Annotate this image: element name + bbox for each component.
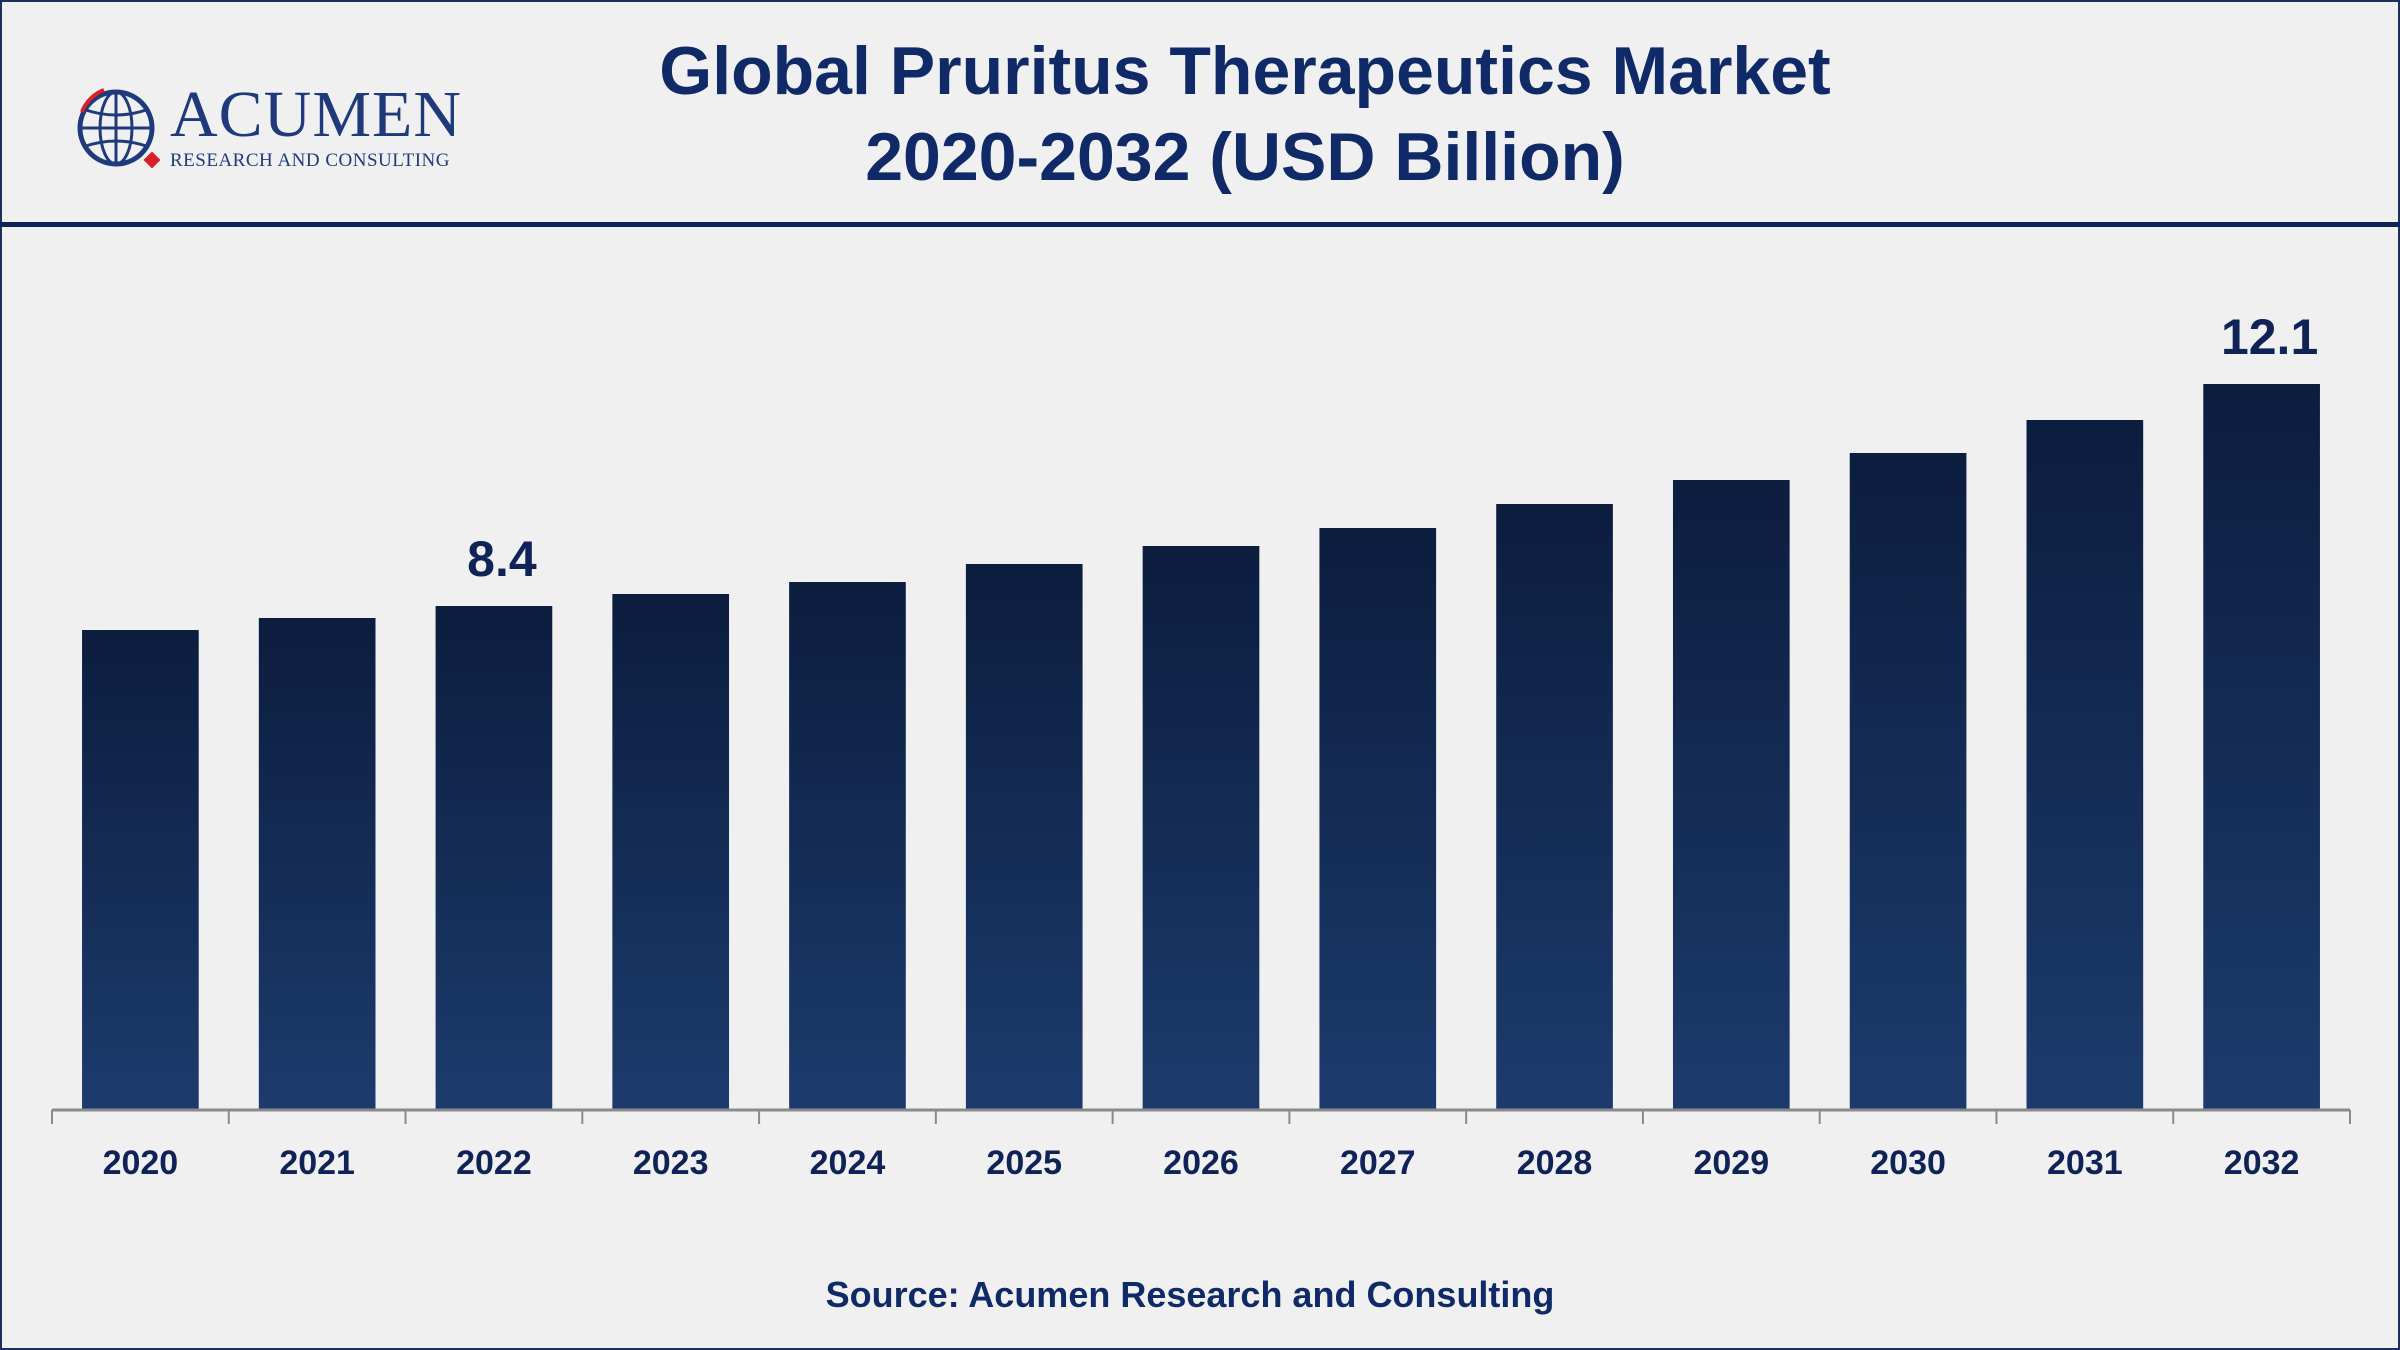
x-tick-label-2024: 2024 — [810, 1144, 886, 1182]
x-tick-label-2026: 2026 — [1163, 1144, 1239, 1182]
x-tick-label-2028: 2028 — [1517, 1144, 1593, 1182]
globe-icon — [77, 88, 161, 169]
x-tick-label-2027: 2027 — [1340, 1144, 1416, 1182]
x-tick-label-2025: 2025 — [986, 1144, 1062, 1182]
x-tick-label-2023: 2023 — [633, 1144, 709, 1182]
brand-tagline: RESEARCH AND CONSULTING — [170, 150, 450, 171]
bar-2027 — [1319, 528, 1437, 1110]
bar-2026 — [1142, 546, 1260, 1110]
brand-logo: ACUMEN RESEARCH AND CONSULTING — [74, 78, 474, 178]
bars-group — [82, 384, 2320, 1110]
bar-2021 — [258, 618, 376, 1110]
x-tick-label-2029: 2029 — [1693, 1144, 1769, 1182]
x-tick-label-2021: 2021 — [279, 1144, 355, 1182]
data-label-2022: 8.4 — [467, 531, 537, 587]
header-divider — [0, 222, 2400, 227]
header: ACUMEN RESEARCH AND CONSULTING Global Pr… — [0, 0, 2400, 227]
chart-title-line1: Global Pruritus Therapeutics Market — [659, 33, 1831, 109]
bar-2029 — [1672, 480, 1790, 1110]
source-note: Source: Acumen Research and Consulting — [825, 1274, 1555, 1315]
bar-2020 — [82, 630, 199, 1110]
bar-chart: 2020 2021 2022 2023 2024 2025 2026 2027 2028 2029… — [51, 309, 2351, 1182]
chart-title: Global Pruritus Therapeutics Market 2020… — [0, 28, 2400, 200]
x-tick-label-2031: 2031 — [2047, 1144, 2123, 1182]
x-axis: 2020 2021 2022 2023 2024 2025 2026 2027 2028 2029… — [51, 1108, 2351, 1182]
bar-2028 — [1496, 504, 1613, 1110]
bar-2024 — [789, 582, 906, 1110]
bar-2031 — [2026, 420, 2144, 1110]
bar-2032 — [2203, 384, 2320, 1110]
bar-2022 — [435, 606, 553, 1110]
bar-2023 — [612, 594, 730, 1110]
chart-title-line2: 2020-2032 (USD Billion) — [865, 119, 1625, 195]
labels-group: 8.4 12.1 — [467, 309, 2318, 587]
x-tick-label-2032: 2032 — [2224, 1144, 2300, 1182]
x-tick-label-2030: 2030 — [1870, 1144, 1946, 1182]
x-tick-label-2020: 2020 — [103, 1144, 179, 1182]
x-tick-label-2022: 2022 — [456, 1144, 532, 1182]
data-label-2032: 12.1 — [2221, 309, 2318, 365]
bar-2025 — [965, 564, 1083, 1110]
bar-2030 — [1849, 453, 1967, 1110]
brand-name: ACUMEN — [170, 78, 463, 151]
